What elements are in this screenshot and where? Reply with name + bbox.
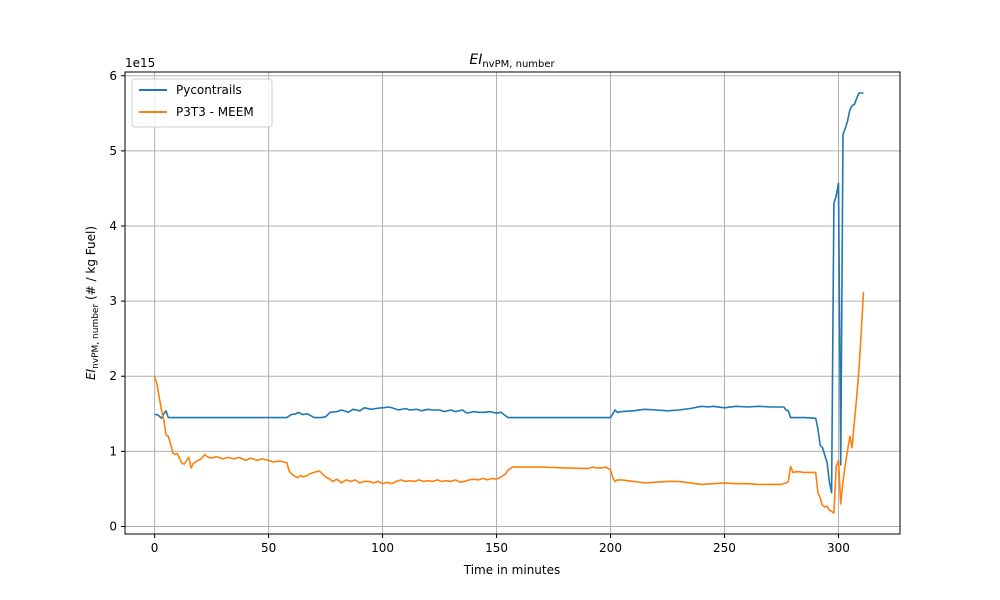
legend-label-p3t3-meem: P3T3 - MEEM [176, 105, 254, 119]
x-axis-label: Time in minutes [463, 563, 561, 577]
legend: Pycontrails P3T3 - MEEM [131, 78, 273, 128]
series-lines [153, 92, 865, 514]
plot-frame [124, 71, 901, 535]
x-tick-label: 200 [599, 541, 622, 555]
y-tick-label: 3 [109, 294, 117, 308]
x-tick-label: 0 [151, 541, 159, 555]
x-axis: 0 50 100 150 200 250 300 [151, 534, 850, 555]
y-axis: 0 1 2 3 4 5 6 [109, 69, 125, 533]
y-tick-label: 6 [109, 69, 117, 83]
series-line-pycontrails [154, 92, 864, 494]
legend-label-pycontrails: Pycontrails [176, 83, 242, 97]
series-line-p3t3-meem [153, 292, 865, 514]
y-offset-label: 1e15 [125, 56, 155, 70]
x-tick-label: 50 [261, 541, 276, 555]
x-tick-label: 250 [713, 541, 736, 555]
x-tick-label: 300 [827, 541, 850, 555]
y-tick-label: 4 [109, 219, 117, 233]
y-tick-label: 0 [109, 519, 117, 533]
x-tick-label: 150 [485, 541, 508, 555]
x-tick-label: 100 [371, 541, 394, 555]
y-tick-label: 5 [109, 144, 117, 158]
y-tick-label: 1 [109, 444, 117, 458]
y-tick-label: 2 [109, 369, 117, 383]
y-axis-label: EInvPM, number (# / kg Fuel) [84, 226, 101, 380]
chart-title: EInvPM, number [469, 52, 555, 70]
grid-lines [125, 72, 900, 534]
